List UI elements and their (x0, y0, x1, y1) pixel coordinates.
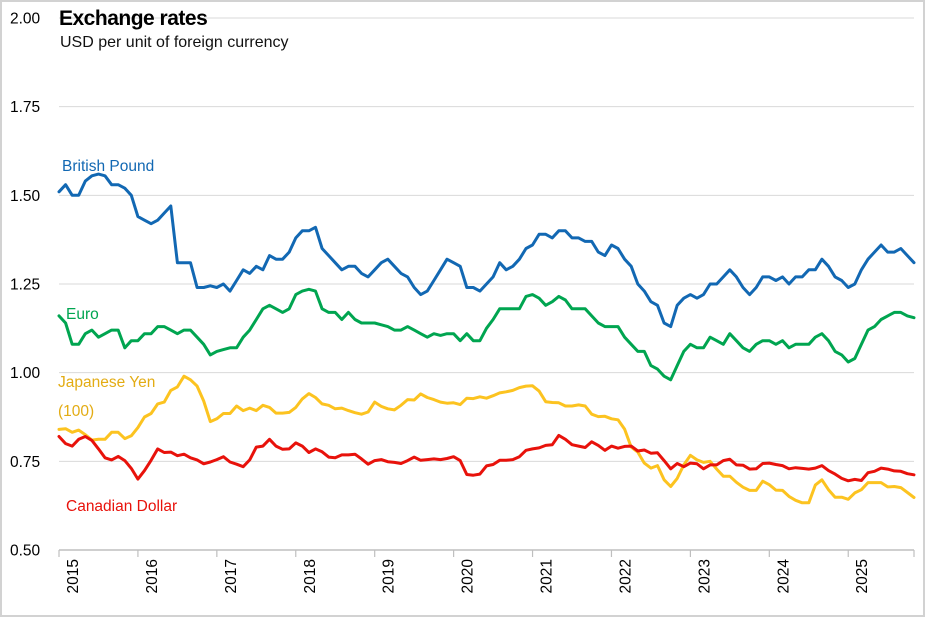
x-axis-label-2024: 2024 (775, 559, 792, 594)
series-line-canadian-dollar (57, 433, 916, 483)
x-axis-label-2016: 2016 (144, 559, 161, 593)
series-label-euro: Euro (66, 300, 99, 329)
x-axis-label-2020: 2020 (460, 559, 477, 594)
y-axis-label-2.00: 2.00 (10, 11, 41, 28)
y-axis-label-1.25: 1.25 (10, 277, 40, 294)
series-label-japanese-yen-line1: Japanese Yen (58, 374, 156, 391)
y-axis-label-1.75: 1.75 (10, 99, 40, 116)
x-axis-label-2017: 2017 (223, 559, 240, 593)
series-label-british-pound: British Pound (62, 152, 154, 181)
series-label-euro-text: Euro (66, 306, 99, 323)
series-label-british-pound-text: British Pound (62, 158, 155, 175)
y-axis-label-0.50: 0.50 (10, 543, 41, 560)
x-axis-label-2021: 2021 (539, 559, 556, 593)
series-line-japanese-yen-100 (57, 374, 916, 505)
x-axis-label-2022: 2022 (617, 559, 634, 593)
series-label-japanese-yen-line2: (100) (58, 403, 95, 420)
x-axis-label-2023: 2023 (696, 559, 713, 593)
series-line-british-pound (57, 172, 916, 329)
series-line-euro (57, 287, 916, 382)
chart-title: Exchange rates (59, 7, 208, 30)
x-axis-label-2015: 2015 (65, 559, 82, 593)
y-axis-label-0.75: 0.75 (10, 454, 40, 471)
y-axis-label-1.50: 1.50 (10, 188, 41, 205)
x-axis-label-2018: 2018 (302, 559, 319, 593)
series-label-canadian-dollar-text: Canadian Dollar (66, 498, 178, 515)
series-label-japanese-yen: Japanese Yen (100) (58, 368, 155, 426)
x-axis-label-2025: 2025 (854, 559, 871, 593)
series-label-canadian-dollar: Canadian Dollar (66, 492, 177, 521)
x-axis-label-2019: 2019 (381, 559, 398, 593)
y-axis-label-1.00: 1.00 (10, 365, 41, 382)
chart-subtitle: USD per unit of foreign currency (60, 34, 289, 51)
